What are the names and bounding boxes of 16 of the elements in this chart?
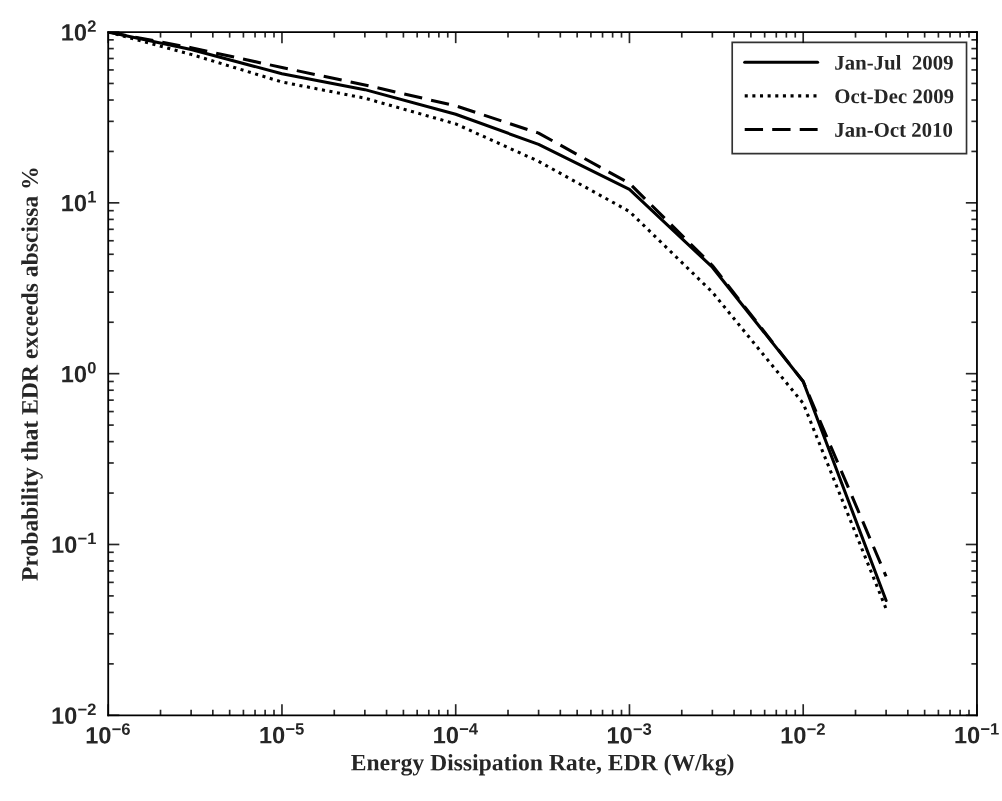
x-tick-label: 10$^{−6}$ xyxy=(86,723,130,744)
x-tick-label: 10$^{−2}$ xyxy=(781,723,825,744)
y-tick-label: 10$^{−2}$ xyxy=(52,703,96,725)
x-axis-title: Energy Dissipation Rate, EDR (W/kg) xyxy=(351,753,734,776)
y-tick-label: 10$^{0}$ xyxy=(62,361,96,383)
y-tick-label: 10$^{−1}$ xyxy=(52,532,96,554)
legend-label: Jan-Jul 2009 xyxy=(835,55,953,70)
x-tick-label: 10$^{−1}$ xyxy=(955,723,999,744)
legend-label: Oct-Dec 2009 xyxy=(835,89,954,104)
x-tick-label: 10$^{−3}$ xyxy=(607,723,652,744)
y-axis-title: Probability that EDR exceeds abscissa % xyxy=(21,168,43,581)
x-tick-label: 10$^{−5}$ xyxy=(260,723,304,744)
legend-label: Jan-Oct 2010 xyxy=(835,122,953,137)
y-tick-label: 10$^{2}$ xyxy=(62,20,96,41)
y-tick-label: 10$^{1}$ xyxy=(62,191,96,212)
x-tick-label: 10$^{−4}$ xyxy=(434,723,478,744)
